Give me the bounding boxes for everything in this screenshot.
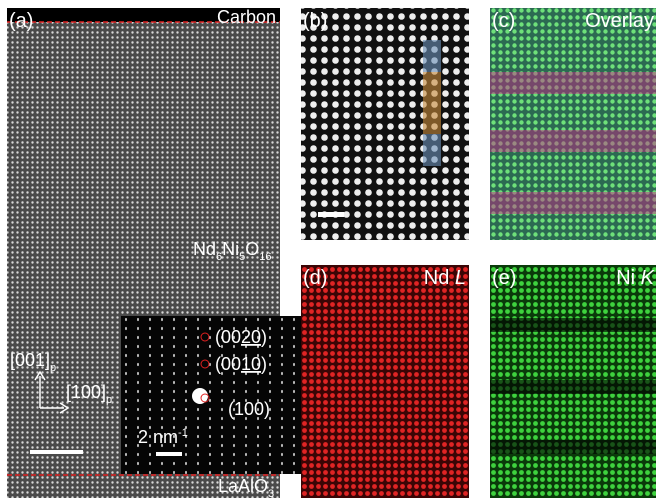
panel-c: (c) Overlay xyxy=(490,8,656,240)
band xyxy=(490,440,656,454)
direction-sub: p xyxy=(50,362,56,374)
spot-text: ) xyxy=(261,354,267,374)
spot-label: (0010) xyxy=(215,354,267,374)
scale-bar xyxy=(30,450,83,454)
panel-d: (d) Nd L xyxy=(301,265,469,498)
title-text: K xyxy=(641,267,656,289)
highlight xyxy=(423,40,441,72)
highlight xyxy=(423,72,441,134)
panel-label: (a) xyxy=(9,10,33,32)
band xyxy=(490,192,656,214)
formula-part: LaAlO xyxy=(218,476,268,496)
panel-title: Overlay xyxy=(585,10,654,32)
figure: (a) Carbon Nd6Ni5O16 LaAlO3 [001]p [100]… xyxy=(0,0,656,500)
diffraction-inset: (0020) (0010) (100) 2 nm-1 xyxy=(121,316,307,474)
title-text: L xyxy=(455,267,466,289)
spot-text: (00 xyxy=(215,354,241,374)
spot-text: 20 xyxy=(241,327,261,347)
spot-text: ) xyxy=(261,327,267,347)
formula-part: Ni xyxy=(222,239,239,259)
scale-text: 2 nm xyxy=(138,427,178,447)
haadf-zoom xyxy=(301,8,469,240)
title-text: Ni xyxy=(616,267,640,289)
page: (a) Carbon Nd6Ni5O16 LaAlO3 [001]p [100]… xyxy=(0,0,656,500)
inset-image xyxy=(121,316,307,474)
spot-label: (100) xyxy=(228,399,270,419)
formula-part: Nd xyxy=(193,239,216,259)
nd-map xyxy=(301,265,469,498)
spot-label: (0020) xyxy=(215,327,267,347)
formula-sub: 3 xyxy=(268,488,274,500)
band xyxy=(490,130,656,152)
direction-text: [001] xyxy=(10,350,50,370)
formula-sub: 16 xyxy=(259,251,271,263)
panel-label: (b) xyxy=(303,10,327,32)
title-text: Nd xyxy=(424,267,455,289)
spot-text: 10 xyxy=(241,354,261,374)
highlight xyxy=(423,134,441,166)
panel-label: (c) xyxy=(492,10,515,32)
panel-label: (d) xyxy=(303,267,327,289)
scale-sup: -1 xyxy=(178,427,188,439)
formula-part: O xyxy=(245,239,259,259)
panel-b: (b) xyxy=(301,8,469,240)
direction-sub: p xyxy=(106,394,112,406)
panel-e: (e) Ni K xyxy=(490,265,656,498)
direction-text: [100] xyxy=(66,382,106,402)
panel-title: Ni K xyxy=(616,267,655,289)
spot-text: (00 xyxy=(215,327,241,347)
band xyxy=(490,318,656,332)
panel-label: (e) xyxy=(492,267,516,289)
band xyxy=(490,72,656,94)
scale-bar xyxy=(318,212,344,217)
inset-scale-bar xyxy=(156,452,182,456)
panel-title: Nd L xyxy=(424,267,466,289)
layer-label: Carbon xyxy=(217,7,276,27)
band xyxy=(490,380,656,394)
panel-a: (a) Carbon Nd6Ni5O16 LaAlO3 [001]p [100]… xyxy=(7,7,307,500)
